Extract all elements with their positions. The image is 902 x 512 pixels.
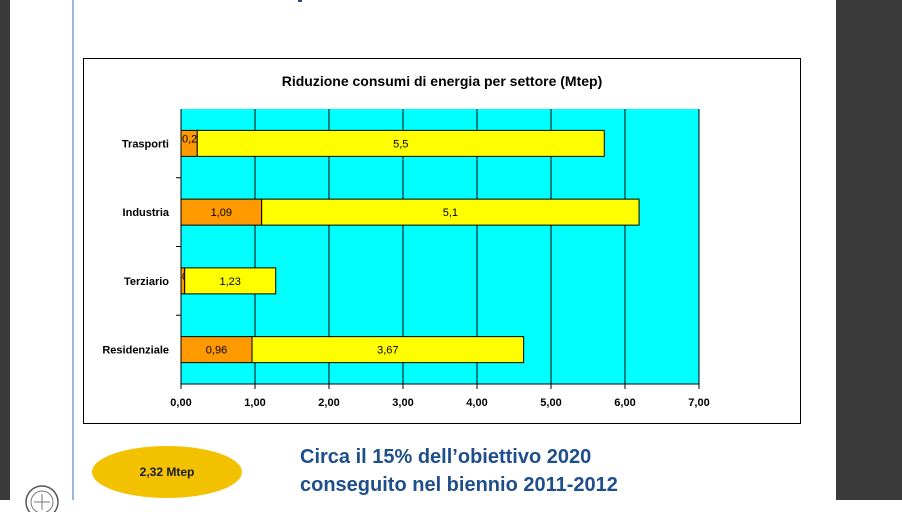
slide-title-fragment bbox=[298, 0, 302, 2]
slide-right-bar bbox=[836, 0, 902, 500]
bar-segment bbox=[180, 198, 263, 226]
bar-segment bbox=[196, 129, 605, 157]
data-label: 5,5 bbox=[393, 138, 408, 150]
x-tick-label: 7,00 bbox=[688, 397, 709, 409]
callout-ellipse: 2,32 Mtep bbox=[92, 446, 242, 498]
bar-segment bbox=[184, 267, 277, 295]
data-label: 1,09 bbox=[211, 207, 232, 219]
category-label: Residenziale bbox=[102, 345, 169, 357]
data-label: 5,1 bbox=[443, 207, 458, 219]
seal-logo-icon bbox=[25, 485, 59, 512]
category-label: Trasporti bbox=[122, 138, 169, 150]
callout-text: 2,32 Mtep bbox=[139, 465, 195, 479]
chart-title: Riduzione consumi di energia per settore… bbox=[281, 73, 603, 89]
data-label: 1,23 bbox=[219, 276, 240, 288]
category-label: Terziario bbox=[124, 276, 169, 288]
x-tick-label: 2,00 bbox=[318, 397, 339, 409]
x-tick-label: 5,00 bbox=[540, 397, 561, 409]
bar-segment bbox=[261, 198, 640, 226]
x-tick-label: 6,00 bbox=[614, 397, 635, 409]
caption-line-1: Circa il 15% dell’obiettivo 2020 bbox=[300, 446, 592, 468]
x-tick-label: 1,00 bbox=[244, 397, 265, 409]
caption: Circa il 15% dell’obiettivo 2020 consegu… bbox=[300, 443, 720, 499]
category-label: Industria bbox=[123, 207, 170, 219]
slide-left-bar bbox=[0, 0, 10, 500]
caption-line-2: conseguito nel biennio 2011-2012 bbox=[300, 474, 618, 496]
x-tick-label: 4,00 bbox=[466, 397, 487, 409]
data-label: 3,67 bbox=[377, 345, 398, 357]
x-tick-label: 3,00 bbox=[392, 397, 413, 409]
bar-segment bbox=[251, 336, 525, 364]
data-label: 0,96 bbox=[206, 345, 227, 357]
slide-left-rule bbox=[72, 0, 74, 500]
bar-chart: 0,00 1,00 2,00 3,00 4,00 5,00 6,00 7,00 Trasport… bbox=[102, 109, 710, 409]
chart-frame: Riduzione consumi di energia per settore… bbox=[83, 58, 801, 424]
x-tick-label: 0,00 bbox=[170, 397, 191, 409]
